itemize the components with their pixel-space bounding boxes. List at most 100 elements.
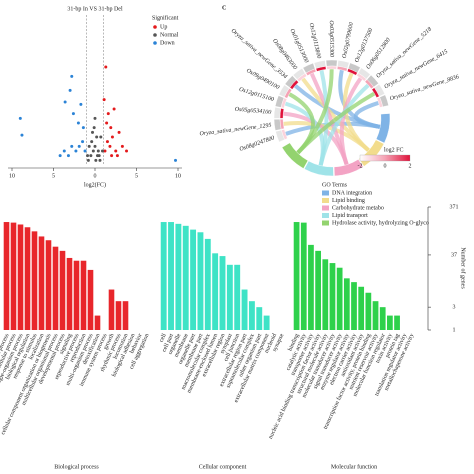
y-tick-label: 1 [453, 327, 456, 333]
group-label: Biological process [54, 464, 99, 470]
bar [241, 289, 248, 330]
bar [387, 315, 393, 330]
legend-swatch [153, 33, 157, 37]
gene-label: Oryza_sativa_newGene_5218 [375, 27, 433, 80]
bar [175, 223, 182, 330]
color-scale-tick: -2 [358, 163, 363, 169]
bar [204, 238, 211, 330]
color-scale-title: log2 FC [384, 147, 404, 153]
x-tick-label: 10 [9, 173, 15, 179]
bar [10, 222, 17, 330]
bar [248, 301, 255, 330]
bar [293, 222, 300, 330]
point [105, 121, 109, 125]
ribbon [318, 83, 370, 167]
bar [87, 269, 94, 330]
legend-label: Lipid transport [332, 213, 368, 219]
point [91, 130, 95, 134]
panel-label: C [222, 5, 226, 11]
point [81, 126, 85, 130]
point [104, 65, 108, 69]
color-scale-tick: 0 [384, 163, 387, 169]
x-tick-label: 5 [52, 173, 55, 179]
point [81, 140, 85, 144]
bar [365, 292, 372, 330]
y-tick-label: 3 [453, 305, 456, 311]
legend-swatch [153, 41, 157, 45]
group-label: Cellular component [199, 464, 247, 470]
y-tick-label: 37 [451, 252, 457, 258]
fc-segment [326, 65, 337, 70]
gene-label: Os08g0247800 [238, 134, 275, 153]
point [93, 116, 97, 120]
bar [300, 222, 307, 330]
point [105, 140, 109, 144]
fc-segment [376, 96, 384, 108]
bar [59, 250, 66, 330]
legend-label: DNA integration [332, 190, 372, 196]
point [117, 130, 121, 134]
point [106, 112, 110, 116]
bar [322, 259, 329, 330]
point [93, 144, 97, 148]
plot-title: 31-bp In VS 31-bp Del [67, 6, 123, 12]
gene-label: Os12g0115100 [238, 87, 274, 103]
legend-title: Significant [152, 14, 179, 21]
point [102, 98, 106, 102]
bar [52, 246, 59, 330]
bar [94, 315, 101, 330]
ribbon [296, 91, 376, 155]
point [89, 154, 93, 158]
bar [3, 222, 10, 330]
gene-label: Os05g0534100 [234, 106, 271, 116]
bar [263, 315, 270, 330]
point [90, 140, 94, 144]
bar [31, 231, 38, 330]
fc-segment [281, 129, 288, 140]
gene-label: Os12g0113800 [308, 22, 322, 59]
ribbon [342, 72, 371, 152]
legend-label: Down [160, 40, 175, 46]
y-tick-label: 371 [450, 204, 459, 210]
bar [379, 307, 386, 330]
point [95, 135, 99, 139]
point [110, 154, 114, 158]
term-segment [281, 142, 309, 169]
fc-segment [289, 79, 299, 90]
fc-segment [296, 73, 307, 82]
point [83, 149, 87, 153]
bar [212, 253, 219, 330]
point [63, 100, 67, 104]
point [115, 154, 119, 158]
ribbon [339, 77, 363, 166]
point [100, 149, 104, 153]
point [74, 149, 78, 153]
bar [122, 301, 129, 330]
bar [226, 264, 233, 330]
point [92, 126, 96, 130]
term-segment [375, 113, 391, 144]
point [79, 102, 83, 106]
point [71, 112, 75, 116]
term-segment [333, 159, 364, 177]
bar [115, 301, 122, 330]
bar [45, 240, 52, 330]
bar [190, 229, 197, 330]
legend-swatch [322, 198, 329, 203]
fc-segment [371, 87, 380, 98]
fc-segment [279, 108, 285, 119]
bar [80, 260, 87, 330]
point [66, 154, 70, 158]
bar [358, 286, 365, 330]
bar [160, 222, 167, 330]
point [97, 154, 101, 158]
point [86, 154, 90, 158]
color-scale [359, 154, 411, 162]
point [109, 126, 113, 130]
bar [66, 257, 73, 330]
legend-swatch [322, 220, 329, 226]
legend-title: GO Terms [322, 182, 348, 188]
gene-segment [325, 59, 338, 67]
legend-label: Up [160, 24, 167, 30]
point [103, 149, 107, 153]
